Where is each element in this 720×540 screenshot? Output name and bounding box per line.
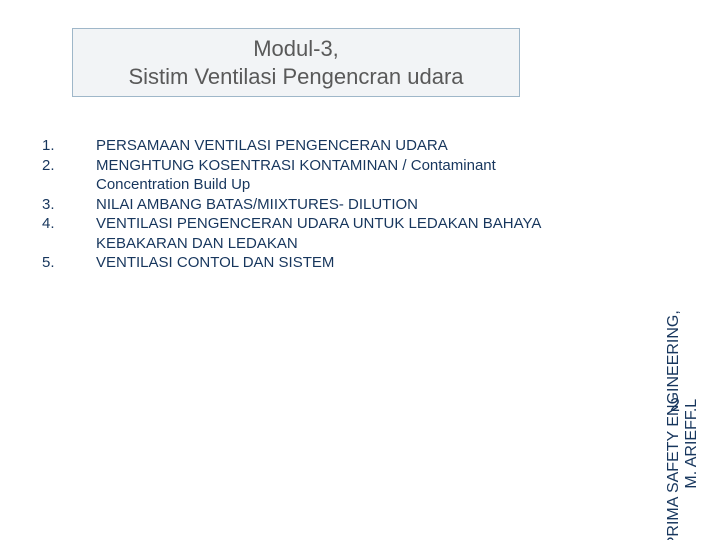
title-line2: Sistim Ventilasi Pengencran udara: [83, 63, 509, 91]
list-item-number: 5.: [42, 253, 96, 273]
page-number: 2: [660, 395, 690, 416]
list-item-text: VENTILASI PENGENCERAN UDARA UNTUK LEDAKA…: [96, 214, 582, 253]
list-item-number: 3.: [42, 195, 96, 215]
list-item: 1.PERSAMAAN VENTILASI PENGENCERAN UDARA: [42, 136, 582, 156]
list-item-text: VENTILASI CONTOL DAN SISTEM: [96, 253, 582, 273]
side-line1: ETAPRIMA SAFETY ENGINEERING,: [665, 310, 683, 540]
slide-title: Modul-3, Sistim Ventilasi Pengencran uda…: [72, 28, 520, 97]
side-line2: M. ARIEFF.L: [682, 310, 700, 540]
list-item-text: MENGHTUNG KOSENTRASI KONTAMINAN / Contam…: [96, 156, 582, 195]
side-label: ETAPRIMA SAFETY ENGINEERING, M. ARIEFF.L: [665, 310, 700, 540]
list-item: 2.MENGHTUNG KOSENTRASI KONTAMINAN / Cont…: [42, 156, 582, 195]
list-item: 4.VENTILASI PENGENCERAN UDARA UNTUK LEDA…: [42, 214, 582, 253]
slide: Modul-3, Sistim Ventilasi Pengencran uda…: [0, 0, 720, 540]
content-list: 1.PERSAMAAN VENTILASI PENGENCERAN UDARA2…: [42, 136, 582, 273]
list-item: 3.NILAI AMBANG BATAS/MIIXTURES- DILUTION: [42, 195, 582, 215]
list-item-text: PERSAMAAN VENTILASI PENGENCERAN UDARA: [96, 136, 582, 156]
title-line1: Modul-3,: [83, 35, 509, 63]
list-item-text: NILAI AMBANG BATAS/MIIXTURES- DILUTION: [96, 195, 582, 215]
list-item: 5.VENTILASI CONTOL DAN SISTEM: [42, 253, 582, 273]
list-item-number: 4.: [42, 214, 96, 234]
list-item-number: 1.: [42, 136, 96, 156]
list-item-number: 2.: [42, 156, 96, 176]
